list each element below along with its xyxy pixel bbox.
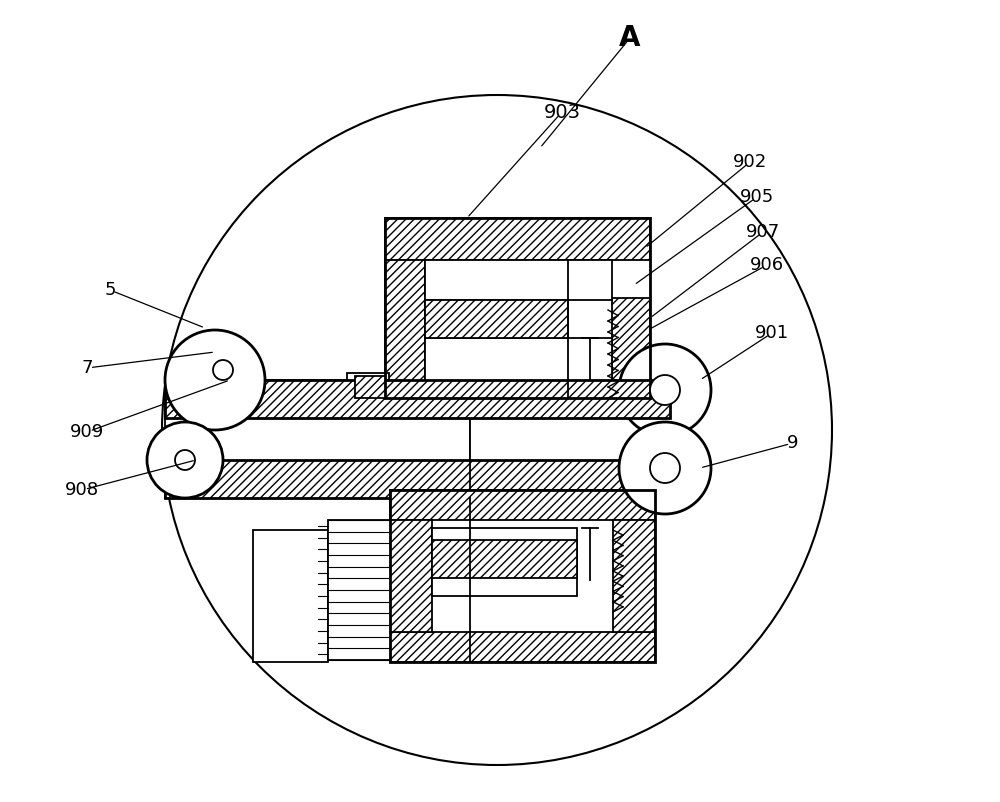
Text: 907: 907 [746, 223, 780, 241]
Bar [390, 632, 655, 662]
Text: 5: 5 [104, 281, 116, 299]
Text: A: A [619, 24, 641, 52]
Circle shape [619, 422, 711, 514]
Bar [385, 218, 650, 260]
Circle shape [165, 330, 265, 430]
Bar [470, 380, 670, 498]
Bar [253, 530, 328, 662]
Bar [355, 376, 385, 398]
Text: 902: 902 [733, 153, 767, 171]
Bar [425, 338, 612, 398]
Bar [390, 490, 655, 662]
Text: 901: 901 [755, 324, 789, 342]
Circle shape [619, 344, 711, 436]
Circle shape [175, 450, 195, 470]
Circle shape [147, 422, 223, 498]
Bar [328, 520, 390, 660]
Bar [165, 380, 670, 418]
Circle shape [650, 453, 680, 483]
Bar [165, 380, 470, 498]
Text: 9: 9 [787, 434, 799, 452]
Bar [390, 520, 432, 632]
Text: 905: 905 [740, 188, 774, 206]
Circle shape [650, 375, 680, 405]
Text: 903: 903 [544, 103, 580, 121]
Bar [432, 528, 577, 596]
Bar [612, 298, 650, 398]
Bar [432, 540, 577, 578]
Circle shape [162, 95, 832, 765]
Bar [165, 460, 670, 498]
Bar [425, 300, 568, 338]
Bar [347, 373, 389, 400]
Bar [613, 520, 655, 632]
Bar [385, 260, 425, 398]
Bar [425, 260, 612, 300]
Text: 7: 7 [81, 359, 93, 377]
Text: 909: 909 [70, 423, 104, 441]
Bar [385, 218, 650, 398]
Bar [390, 490, 655, 520]
Circle shape [213, 360, 233, 380]
Text: 908: 908 [65, 481, 99, 499]
Text: 906: 906 [750, 256, 784, 274]
